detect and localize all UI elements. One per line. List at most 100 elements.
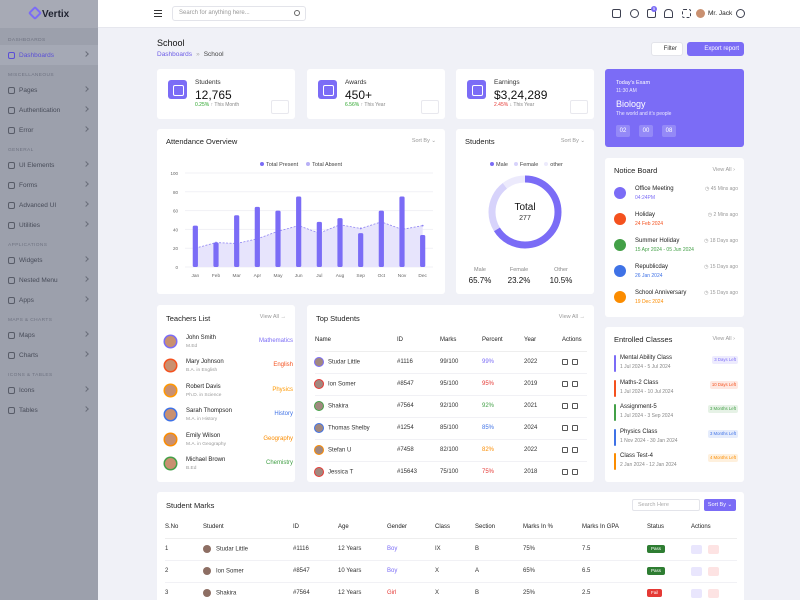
- present-bar[interactable]: [296, 196, 302, 268]
- user-name[interactable]: Mr. Jack: [708, 10, 733, 17]
- present-bar[interactable]: [399, 196, 405, 268]
- present-bar[interactable]: [275, 210, 281, 267]
- notice-item[interactable]: Republicday 26 Jan 2024 ◷ 15 Days ago: [614, 263, 738, 285]
- enrolled-class-item[interactable]: Physics Class 1 Nov 2024 - 30 Jan 2024 3 M…: [614, 428, 738, 448]
- enrolled-class-item[interactable]: Maths-2 Class 1 Jul 2024 - 10 Jul 2024 10 …: [614, 379, 738, 399]
- table-row[interactable]: Stefan U #7458 82/100 82% 2022: [315, 439, 587, 462]
- present-bar[interactable]: [254, 206, 260, 267]
- table-row[interactable]: Studar Little #1116 99/100 99% 2022: [315, 351, 587, 374]
- enrolled-class-item[interactable]: Assignment-5 1 Jul 2024 - 3 Sep 2024 3 Mon…: [614, 403, 738, 423]
- edit-icon[interactable]: [562, 380, 568, 387]
- absent-point[interactable]: [359, 227, 362, 230]
- trash-icon[interactable]: [572, 424, 578, 431]
- legend-absent[interactable]: Total Absent: [306, 162, 342, 168]
- teacher-item[interactable]: Robert Davis Ph.D. in Science Physics: [165, 382, 293, 402]
- teacher-item[interactable]: Mary Johnson B.A. in English English: [165, 357, 293, 377]
- present-bar[interactable]: [420, 235, 426, 267]
- table-row[interactable]: 2 Ion Somer #8547 10 Years Boy X A 65% 6.5 Pass: [165, 560, 737, 583]
- legend-other[interactable]: other: [544, 162, 563, 168]
- present-bar[interactable]: [358, 233, 364, 267]
- filter-button[interactable]: Filter: [651, 42, 683, 56]
- top-students-view-all-link[interactable]: View All →: [558, 314, 585, 320]
- sidebar-item-ui-elements[interactable]: UI Elements: [0, 155, 98, 175]
- sidebar-item-charts[interactable]: Charts: [0, 345, 98, 365]
- sidebar-item-icons[interactable]: Icons: [0, 380, 98, 400]
- present-bar[interactable]: [337, 218, 343, 267]
- bell-icon[interactable]: [664, 9, 673, 18]
- view-icon[interactable]: [691, 588, 702, 598]
- present-bar[interactable]: [234, 215, 240, 267]
- table-row[interactable]: Ion Somer #8547 95/100 95% 2019: [315, 373, 587, 396]
- edit-icon[interactable]: [562, 402, 568, 409]
- legend-male[interactable]: Male: [490, 162, 508, 168]
- donut-slice-other[interactable]: [488, 175, 562, 249]
- breadcrumb-dashboards[interactable]: Dashboards: [157, 51, 193, 58]
- trash-icon[interactable]: [572, 358, 578, 365]
- brand-logo[interactable]: Vertix: [0, 0, 98, 28]
- sidebar-item-nested-menu[interactable]: Nested Menu: [0, 270, 98, 290]
- sidebar-item-pages[interactable]: Pages: [0, 80, 98, 100]
- enrolled-class-item[interactable]: Class Test-4 2 Jan 2024 - 12 Jan 2024 4 Mo…: [614, 452, 738, 472]
- donut-slice-female[interactable]: [488, 175, 562, 249]
- edit-icon[interactable]: [562, 446, 568, 453]
- edit-icon[interactable]: [562, 424, 568, 431]
- notice-item[interactable]: Office Meeting 04:24PM ◷ 45 Mins ago: [614, 185, 738, 207]
- edit-icon[interactable]: [562, 468, 568, 475]
- teacher-item[interactable]: Sarah Thompson M.A. in History History: [165, 406, 293, 426]
- table-row[interactable]: Jessica T #15643 75/100 75% 2018: [315, 461, 587, 482]
- students-sort-dropdown[interactable]: Sort By ⌄: [560, 138, 585, 144]
- present-bar[interactable]: [213, 242, 219, 267]
- attendance-sort-dropdown[interactable]: Sort By ⌄: [411, 138, 436, 144]
- sidebar-item-apps[interactable]: Apps: [0, 290, 98, 310]
- sidebar-item-tables[interactable]: Tables: [0, 400, 98, 420]
- trash-icon[interactable]: [572, 468, 578, 475]
- notice-item[interactable]: School Anniversary 19 Dec 2024 ◷ 15 Days a…: [614, 289, 738, 311]
- language-icon[interactable]: [612, 9, 621, 18]
- table-row[interactable]: Shakira #7564 92/100 92% 2021: [315, 395, 587, 418]
- present-bar[interactable]: [316, 221, 322, 267]
- notice-view-all-link[interactable]: View All ›: [712, 167, 735, 173]
- marks-search-input[interactable]: Search Here: [632, 499, 700, 511]
- table-row[interactable]: 3 Shakira #7564 12 Years Girl X B 25% 2.5 Fail: [165, 582, 737, 600]
- marks-sort-button[interactable]: Sort By ⌄: [704, 499, 736, 511]
- sidebar-item-advanced-ui[interactable]: Advanced UI: [0, 195, 98, 215]
- sidebar-item-utilities[interactable]: Utilities: [0, 215, 98, 235]
- sidebar-item-maps[interactable]: Maps: [0, 325, 98, 345]
- enrolled-view-all-link[interactable]: View All ›: [712, 336, 735, 342]
- edit-icon[interactable]: [708, 544, 719, 554]
- menu-toggle-icon[interactable]: [154, 10, 162, 17]
- sidebar-item-dashboards[interactable]: Dashboards: [0, 45, 98, 65]
- moon-icon[interactable]: [630, 9, 639, 18]
- present-bar[interactable]: [192, 225, 198, 267]
- teachers-view-all-link[interactable]: View All →: [259, 314, 286, 320]
- teacher-item[interactable]: Emily Wilson M.A. in Geography Geography: [165, 431, 293, 451]
- gear-icon[interactable]: [736, 9, 745, 18]
- teacher-item[interactable]: Michael Brown B.Ed Chemistry: [165, 455, 293, 475]
- present-bar[interactable]: [378, 210, 384, 267]
- trash-icon[interactable]: [572, 446, 578, 453]
- trash-icon[interactable]: [572, 402, 578, 409]
- trash-icon[interactable]: [572, 380, 578, 387]
- edit-icon[interactable]: [562, 358, 568, 365]
- legend-present[interactable]: Total Present: [260, 162, 298, 168]
- enrolled-class-item[interactable]: Mental Ability Class 1 Jul 2024 - 5 Jul 2…: [614, 354, 738, 374]
- sidebar-item-forms[interactable]: Forms: [0, 175, 98, 195]
- fullscreen-icon[interactable]: [682, 9, 691, 18]
- absent-point[interactable]: [421, 224, 424, 227]
- sidebar-item-widgets[interactable]: Widgets: [0, 250, 98, 270]
- sidebar-item-authentication[interactable]: Authentication: [0, 100, 98, 120]
- export-report-button[interactable]: Export report: [687, 42, 744, 56]
- search-input[interactable]: Search for anything here...: [172, 6, 306, 21]
- view-icon[interactable]: [691, 544, 702, 554]
- notice-item[interactable]: Holiday 24 Feb 2024 ◷ 2 Mins ago: [614, 211, 738, 233]
- edit-icon[interactable]: [708, 588, 719, 598]
- legend-female[interactable]: Female: [513, 162, 538, 168]
- sidebar-item-error[interactable]: Error: [0, 120, 98, 140]
- teacher-item[interactable]: John Smith M.Ed Mathematics: [165, 333, 293, 353]
- table-row[interactable]: 1 Studar Little #1116 12 Years Boy IX B 75% 7.5 P…: [165, 538, 737, 561]
- avatar[interactable]: [696, 9, 705, 18]
- table-row[interactable]: Thomas Shelby #1254 85/100 85% 2024: [315, 417, 587, 440]
- view-icon[interactable]: [691, 566, 702, 576]
- notice-item[interactable]: Summer Holiday 15 Apr 2024 - 05 Jun 2024 ◷…: [614, 237, 738, 259]
- edit-icon[interactable]: [708, 566, 719, 576]
